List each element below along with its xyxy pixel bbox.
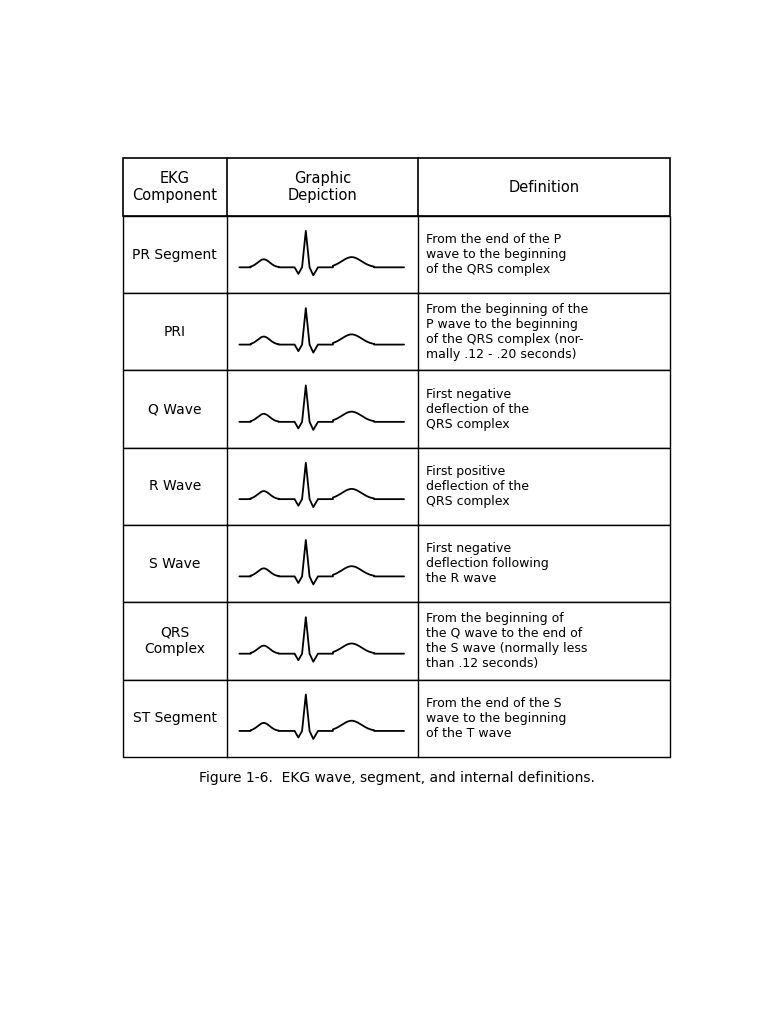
Text: EKG
Component: EKG Component xyxy=(132,171,217,204)
Text: Graphic
Depiction: Graphic Depiction xyxy=(288,171,358,204)
Bar xyxy=(123,525,670,602)
Bar xyxy=(123,680,670,757)
Text: Figure 1-6.  EKG wave, segment, and internal definitions.: Figure 1-6. EKG wave, segment, and inter… xyxy=(199,771,594,785)
Text: R Wave: R Wave xyxy=(149,479,201,494)
Text: PRI: PRI xyxy=(164,325,186,339)
Bar xyxy=(123,159,670,216)
Text: From the beginning of the
P wave to the beginning
of the QRS complex (nor-
mally: From the beginning of the P wave to the … xyxy=(425,303,588,360)
Text: S Wave: S Wave xyxy=(149,557,200,570)
Text: From the end of the S
wave to the beginning
of the T wave: From the end of the S wave to the beginn… xyxy=(425,696,566,739)
Text: From the beginning of
the Q wave to the end of
the S wave (normally less
than .1: From the beginning of the Q wave to the … xyxy=(425,612,587,670)
Bar xyxy=(123,216,670,293)
Text: First positive
deflection of the
QRS complex: First positive deflection of the QRS com… xyxy=(425,465,528,508)
Text: First negative
deflection following
the R wave: First negative deflection following the … xyxy=(425,542,548,585)
Bar xyxy=(123,447,670,525)
Text: PR Segment: PR Segment xyxy=(132,248,217,261)
Bar xyxy=(123,293,670,371)
Bar xyxy=(123,371,670,447)
Text: From the end of the P
wave to the beginning
of the QRS complex: From the end of the P wave to the beginn… xyxy=(425,233,566,276)
Bar xyxy=(123,602,670,680)
Text: QRS
Complex: QRS Complex xyxy=(144,626,205,656)
Text: Definition: Definition xyxy=(509,179,580,195)
Text: Q Wave: Q Wave xyxy=(148,402,201,416)
Text: First negative
deflection of the
QRS complex: First negative deflection of the QRS com… xyxy=(425,388,528,431)
Text: ST Segment: ST Segment xyxy=(133,712,217,725)
